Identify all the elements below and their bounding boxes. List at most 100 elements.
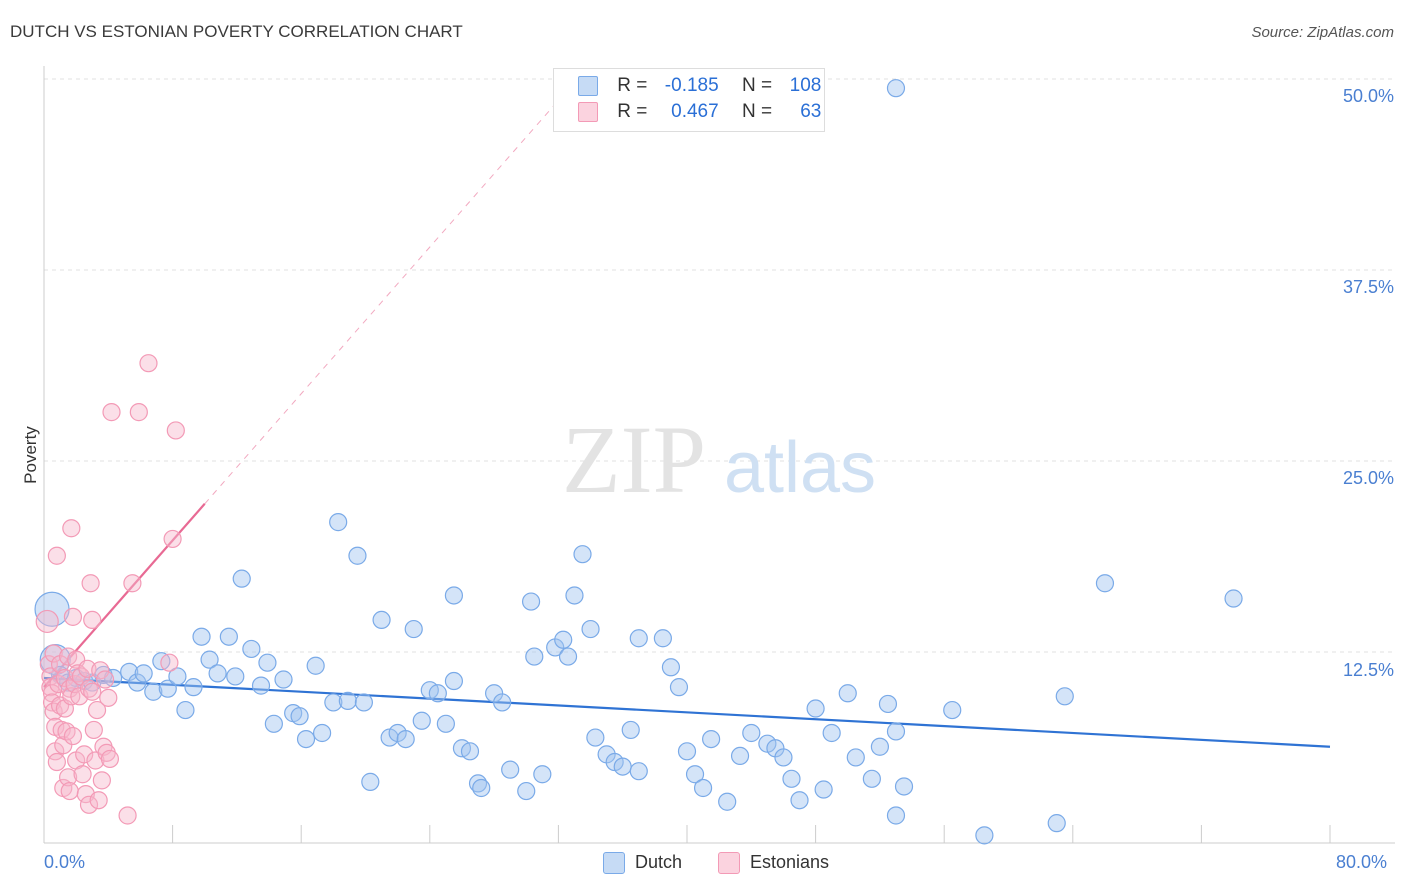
estonians-point	[79, 679, 99, 698]
dutch-point	[886, 722, 906, 741]
dutch-point	[943, 700, 962, 720]
n-label: N =	[741, 101, 773, 122]
dutch-point	[573, 545, 592, 564]
r-label: R =	[617, 101, 648, 122]
estonians-point	[63, 726, 83, 746]
dutch-point	[975, 826, 994, 845]
dutch-point	[144, 682, 163, 701]
dutch-point	[436, 714, 455, 733]
estonians-point	[102, 403, 121, 422]
estonians-point	[95, 670, 115, 689]
y-tick-label-50: 50.0%	[1342, 86, 1394, 106]
dutch-point	[232, 569, 251, 588]
dutch-point	[176, 700, 195, 720]
dutch-point	[653, 629, 672, 648]
estonians-point	[99, 688, 118, 707]
estonians-point	[54, 736, 73, 755]
dutch-point	[312, 723, 332, 743]
dutch-point	[782, 769, 801, 788]
dutch-point	[806, 699, 825, 718]
dutch-point	[693, 778, 713, 798]
dutch-point	[372, 610, 391, 630]
trend-lines	[43, 78, 1331, 748]
dutch-point	[348, 546, 367, 565]
dutch-point	[324, 693, 343, 712]
r-value-dutch: -0.185	[664, 75, 719, 96]
estonians-point	[100, 749, 120, 769]
dutch-point	[472, 778, 491, 798]
dutch-point	[702, 729, 721, 749]
n-label: N =	[741, 75, 773, 96]
dutch-point	[669, 678, 689, 697]
estonians-point	[163, 529, 182, 549]
dutch-point	[613, 757, 632, 776]
legend-item-estonians[interactable]: Estonians	[718, 852, 829, 875]
estonians-point	[83, 682, 102, 701]
dutch-swatch	[603, 852, 625, 875]
dutch-point	[521, 592, 541, 611]
dutch-point	[296, 729, 316, 749]
estonians-swatch	[578, 101, 598, 122]
chart-title: DUTCH VS ESTONIAN POVERTY CORRELATION CH…	[10, 22, 463, 41]
dutch-point	[774, 748, 793, 767]
dutch-point	[158, 679, 177, 698]
dutch-point	[264, 714, 283, 733]
watermark-zip: ZIP	[562, 406, 706, 513]
y-tick-label-37-5: 37.5%	[1342, 277, 1394, 297]
gridlines	[44, 78, 1395, 653]
dutch-point	[258, 653, 277, 672]
estonians-point	[139, 354, 158, 373]
dutch-point	[886, 806, 906, 825]
estonians-swatch	[718, 852, 740, 875]
estonians-point	[63, 607, 83, 626]
dutch-point	[581, 619, 600, 639]
chart-source: Source: ZipAtlas.com	[1251, 24, 1394, 41]
estonians-point	[59, 768, 78, 787]
dutch-point	[586, 728, 605, 747]
estonians-point	[81, 574, 100, 593]
dutch-point	[1055, 687, 1074, 706]
legend-row-estonians: R = 0.467 N = 63	[578, 101, 821, 127]
dutch-point	[338, 691, 357, 710]
n-value-dutch: 108	[789, 75, 822, 96]
dutch-point	[517, 781, 536, 801]
legend-item-dutch[interactable]: Dutch	[603, 852, 682, 875]
dutch-point	[274, 670, 293, 689]
dutch-point	[1047, 814, 1066, 833]
estonians-point	[92, 771, 111, 790]
dutch-point	[525, 647, 544, 666]
estonians-point	[129, 403, 148, 422]
dutch-point	[412, 711, 431, 730]
legend-row-dutch: R = -0.185 N = 108	[578, 75, 821, 101]
dutch-point	[846, 748, 865, 767]
estonians-point	[68, 664, 87, 683]
dutch-point	[168, 667, 187, 686]
dutch-point	[862, 769, 881, 788]
dutch-point	[184, 678, 203, 697]
dutch-point	[208, 664, 227, 683]
dutch-point	[460, 742, 480, 761]
axes	[43, 66, 1395, 844]
x-tick-label-min: 0.0%	[44, 852, 86, 872]
estonians-point	[60, 781, 79, 801]
estonians-point	[91, 661, 110, 680]
estonians-point	[166, 421, 185, 440]
dutch-point	[894, 777, 914, 796]
estonians-point	[123, 574, 142, 593]
estonians-point	[79, 795, 99, 814]
estonians-point	[35, 609, 59, 634]
estonians-point	[160, 653, 179, 672]
dutch-point	[565, 586, 584, 605]
n-value-estonians: 63	[800, 101, 822, 122]
estonians-point	[118, 806, 137, 825]
estonians-trend-line	[43, 503, 206, 688]
correlation-legend: R = -0.185 N = 108 R = 0.467 N = 63	[553, 68, 825, 132]
dutch-point	[226, 667, 245, 686]
dutch-point	[870, 737, 890, 756]
estonians-point	[73, 765, 92, 784]
dutch-point	[533, 765, 552, 784]
estonians-point	[44, 644, 63, 663]
estonians-point	[87, 700, 107, 720]
estonians-point	[84, 720, 103, 740]
